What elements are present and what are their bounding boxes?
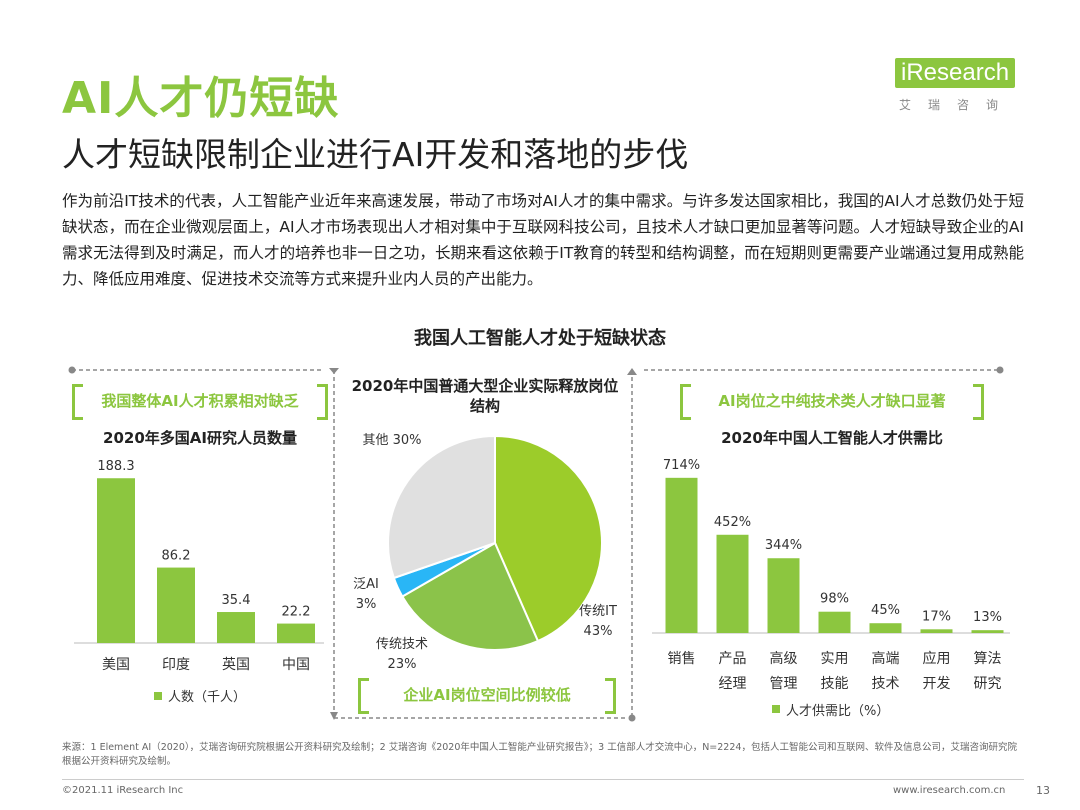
pie-value-label: 23%	[388, 657, 417, 672]
left-chart-title: 2020年多国AI研究人员数量	[103, 429, 297, 447]
category-label: 英国	[222, 656, 250, 673]
bar-value-label: 188.3	[97, 459, 134, 474]
pie-label: 其他 30%	[362, 433, 421, 448]
frame-arrow-icon	[330, 712, 338, 720]
logo-subtext: 艾瑞咨询	[899, 98, 1016, 112]
logo-text: iResearch	[895, 58, 1016, 88]
source-footnote: 来源：1 Element AI（2020），艾瑞咨询研究院根据公开资料研究及绘制…	[62, 742, 1017, 767]
right-panel-tag: AI岗位之中纯技术类人才缺口显著	[680, 384, 984, 420]
bar-value-label: 452%	[714, 515, 751, 530]
bar	[818, 611, 851, 633]
left-panel-tag: 我国整体AI人才积累相对缺乏	[72, 384, 328, 420]
bar-value-label: 344%	[765, 538, 802, 553]
pie-slice	[400, 541, 540, 651]
bar	[716, 534, 749, 633]
pie-slice	[494, 434, 603, 643]
category-label: 高级	[770, 650, 798, 667]
pie-label: 传统技术	[376, 637, 428, 652]
middle-chart-title: 2020年中国普通大型企业实际释放岗位结构	[351, 377, 619, 415]
middle-pie-chart: 传统IT 43% 传统技术 23% 泛AI 3% 其他 30%	[353, 433, 617, 672]
category-label: 销售	[668, 651, 696, 667]
category-label: 开发	[923, 676, 951, 692]
frame-arrow-icon	[627, 368, 637, 375]
category-label: 应用	[923, 650, 951, 667]
frame-dot	[628, 714, 636, 722]
bar-value-label: 714%	[663, 458, 700, 473]
category-label: 中国	[282, 657, 310, 673]
footer-divider	[62, 779, 1024, 780]
bar	[869, 623, 902, 633]
bar-value-label: 22.2	[282, 605, 311, 620]
category-label: 经理	[719, 676, 747, 692]
bar-value-label: 17%	[922, 609, 951, 624]
bar	[277, 623, 315, 643]
pie-label: 传统IT	[579, 604, 617, 619]
category-label: 印度	[162, 657, 190, 673]
frame-arrow-icon	[329, 368, 339, 374]
bar	[971, 630, 1004, 633]
bar-value-label: 13%	[973, 610, 1002, 625]
pie-label: 泛AI	[353, 577, 379, 592]
bar	[97, 478, 135, 643]
middle-panel-tag: 企业AI岗位空间比例较低	[358, 678, 616, 714]
copyright-text: ©2021.11 iResearch Inc	[62, 785, 184, 796]
category-label: 产品	[719, 651, 747, 667]
category-label: 技能	[821, 676, 849, 692]
legend-swatch	[772, 705, 780, 713]
category-label: 高端	[872, 650, 900, 667]
frame-dot	[996, 366, 1004, 374]
legend-label: 人数（千人）	[168, 690, 246, 705]
bar	[767, 558, 800, 633]
bar-value-label: 45%	[871, 603, 900, 618]
category-label: 研究	[974, 676, 1002, 692]
pie-slice	[387, 434, 496, 580]
page-subtitle: 人才短缺限制企业进行AI开发和落地的步伐	[62, 135, 689, 174]
bar	[920, 629, 953, 633]
bar-value-label: 98%	[820, 592, 849, 607]
bar	[157, 567, 195, 643]
section-title: 我国人工智能人才处于短缺状态	[414, 328, 666, 349]
category-label: 算法	[974, 651, 1002, 667]
iresearch-logo: iResearch 艾瑞咨询	[893, 58, 1025, 120]
right-chart-title: 2020年中国人工智能人才供需比	[721, 429, 943, 447]
category-label: 实用	[821, 651, 849, 667]
page-number: 13	[1036, 784, 1050, 797]
category-label: 美国	[102, 657, 130, 673]
page-title: AI人才仍短缺	[62, 73, 340, 124]
category-label: 管理	[770, 676, 798, 692]
bar	[217, 612, 255, 643]
category-label: 技术	[872, 676, 900, 692]
bar	[665, 477, 698, 633]
pie-value-label: 3%	[356, 597, 377, 612]
bar-value-label: 35.4	[222, 593, 251, 608]
intro-paragraph: 作为前沿IT技术的代表，人工智能产业近年来高速发展，带动了市场对AI人才的集中需…	[62, 192, 1024, 288]
pie-value-label: 43%	[584, 624, 613, 639]
frame-dot	[68, 366, 76, 374]
legend-label: 人才供需比（%）	[786, 704, 889, 719]
bar-value-label: 86.2	[162, 549, 191, 564]
legend-swatch	[154, 692, 162, 700]
website-link[interactable]: www.iresearch.com.cn	[893, 785, 1006, 796]
